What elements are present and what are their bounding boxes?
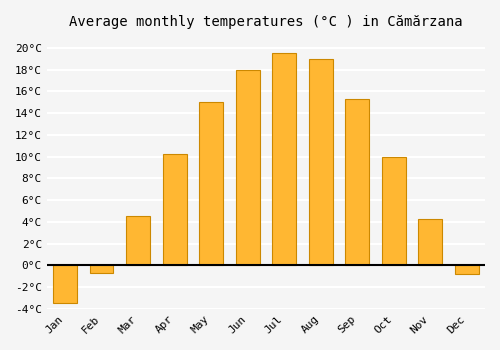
- Bar: [272, 54, 296, 265]
- Bar: [126, 216, 150, 265]
- Bar: [346, 99, 369, 265]
- Title: Average monthly temperatures (°C ) in Cămărzana: Average monthly temperatures (°C ) in Că…: [69, 15, 462, 29]
- Bar: [90, 265, 114, 273]
- Bar: [200, 102, 223, 265]
- Bar: [418, 218, 442, 265]
- Bar: [309, 59, 332, 265]
- Bar: [236, 70, 260, 265]
- Bar: [455, 265, 478, 274]
- Bar: [54, 265, 77, 303]
- Bar: [382, 157, 406, 265]
- Bar: [163, 154, 186, 265]
